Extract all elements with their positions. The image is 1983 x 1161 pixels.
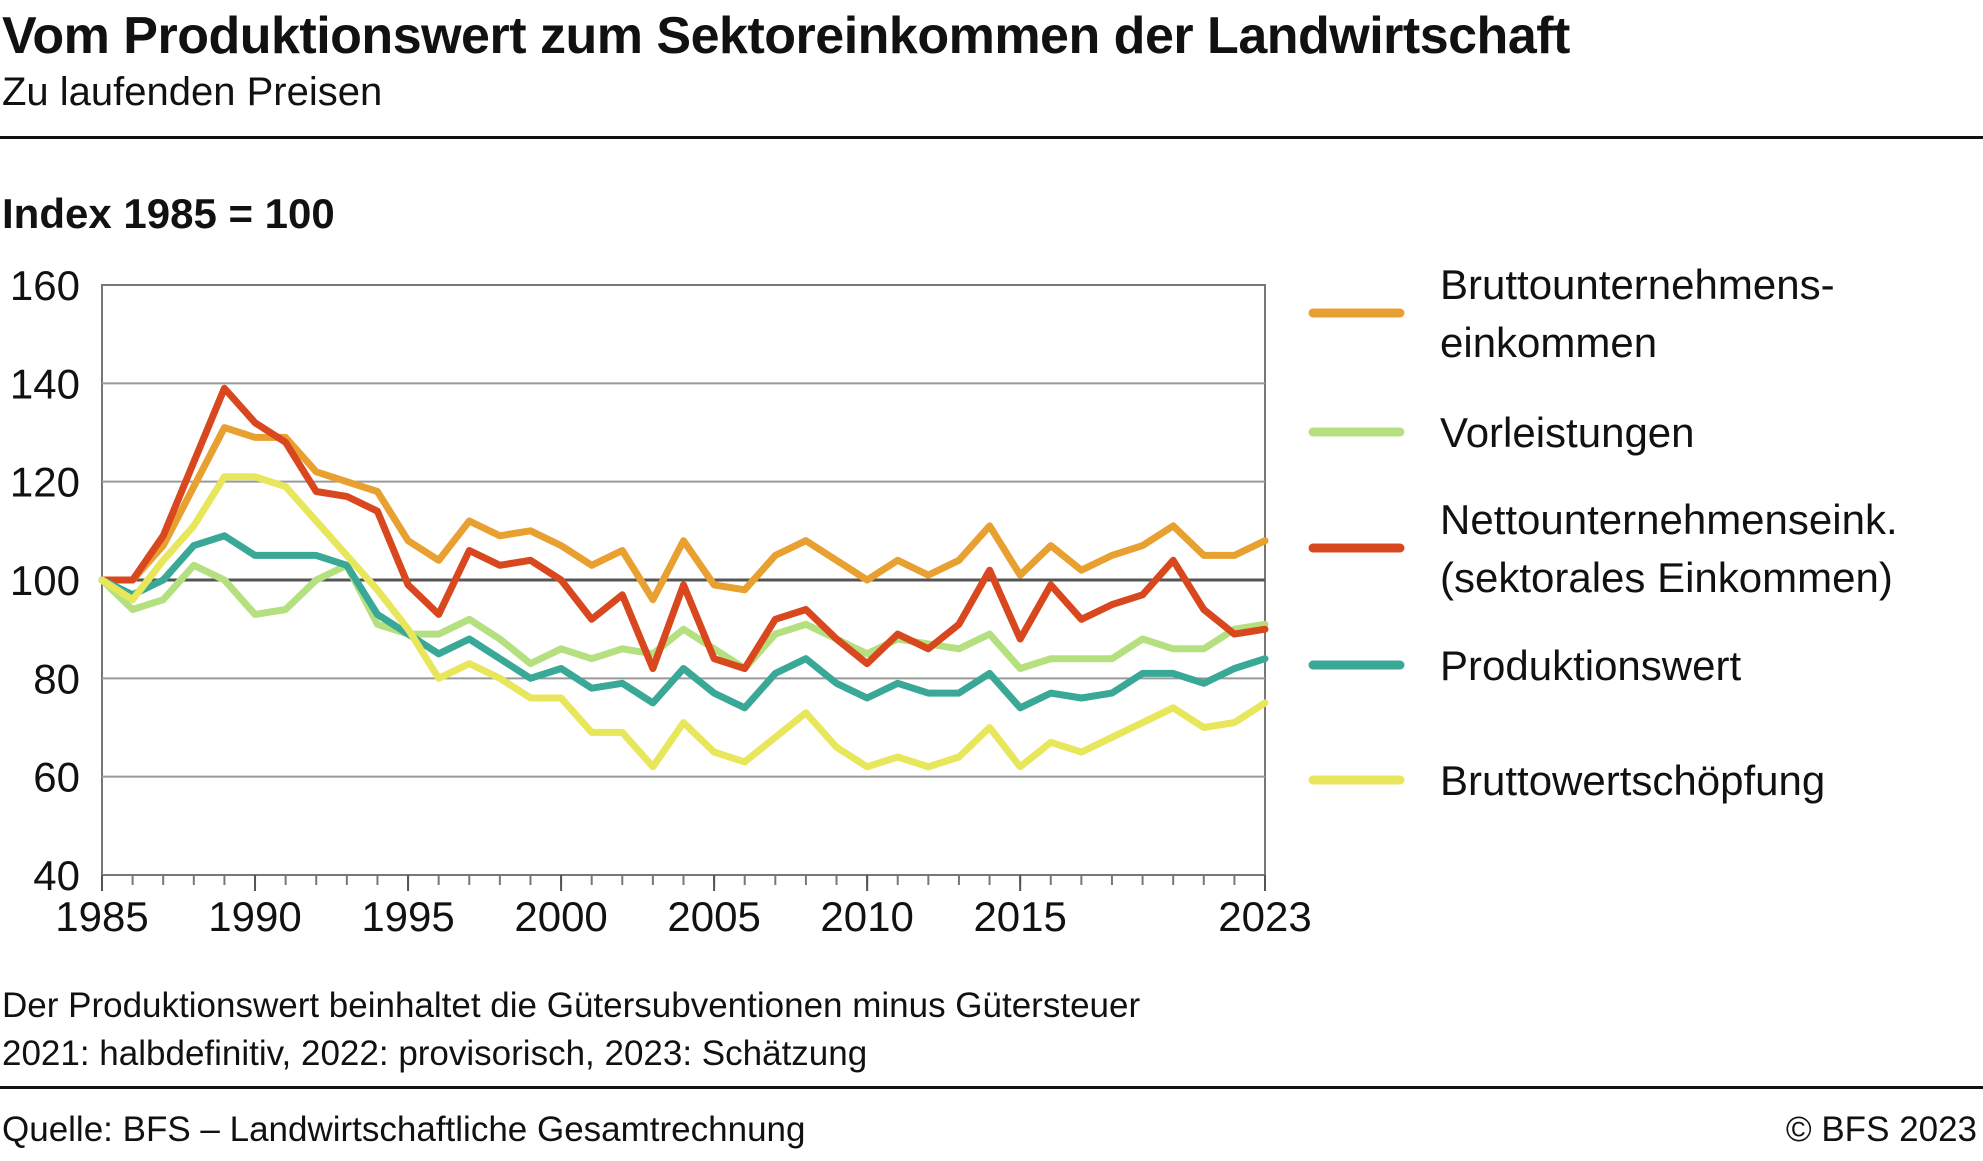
legend-label-5: Bruttowertschöpfung: [1440, 757, 1825, 804]
source-text: Quelle: BFS – Landwirtschaftliche Gesamt…: [2, 1110, 806, 1149]
y-tick-label: 140: [10, 360, 80, 407]
series-line-2: [98, 561, 1269, 672]
y-tick-label: 60: [33, 754, 80, 801]
footer-divider: [0, 1086, 1983, 1089]
x-tick-label: 2023: [1218, 893, 1311, 940]
legend-label-4: Produktionswert: [1440, 642, 1741, 689]
series-line-3: [98, 384, 1269, 672]
legend-label-2: Vorleistungen: [1440, 409, 1695, 456]
y-tick-label: 120: [10, 459, 80, 506]
header-divider: [0, 136, 1983, 139]
footnote-production: Der Produktionswert beinhaltet die Güter…: [2, 986, 1141, 1025]
x-tick-label: 2005: [667, 893, 760, 940]
y-axis-label: Index 1985 = 100: [2, 190, 335, 237]
chart-subtitle: Zu laufenden Preisen: [2, 70, 383, 114]
x-tick-label: 2000: [514, 893, 607, 940]
x-tick-label: 1990: [208, 893, 301, 940]
y-tick-label: 100: [10, 557, 80, 604]
y-tick-label: 80: [33, 655, 80, 702]
y-tick-label: 40: [33, 852, 80, 899]
x-tick-label: 2010: [820, 893, 913, 940]
series-line-5: [98, 473, 1269, 771]
line-chart: 40 60 80 100 120 140 160 1985 1990 1995 2000 2005 20…: [10, 261, 1898, 940]
footnote-status: 2021: halbdefinitiv, 2022: provisorisch,…: [2, 1034, 868, 1073]
x-tick-label: 1985: [55, 893, 148, 940]
series-line-1: [98, 424, 1269, 604]
legend-label-1: Bruttounternehmens-einkommen: [1440, 261, 1835, 366]
y-tick-label: 160: [10, 262, 80, 309]
x-tick-label: 1995: [361, 893, 454, 940]
legend-label-3: Nettounternehmenseink. (sektorales Einkom…: [1440, 496, 1898, 601]
series-line-4: [98, 532, 1269, 712]
chart-title: Vom Produktionswert zum Sektoreinkommen …: [2, 7, 1570, 65]
copyright-text: © BFS 2023: [1785, 1110, 1977, 1149]
x-tick-label: 2015: [973, 893, 1066, 940]
